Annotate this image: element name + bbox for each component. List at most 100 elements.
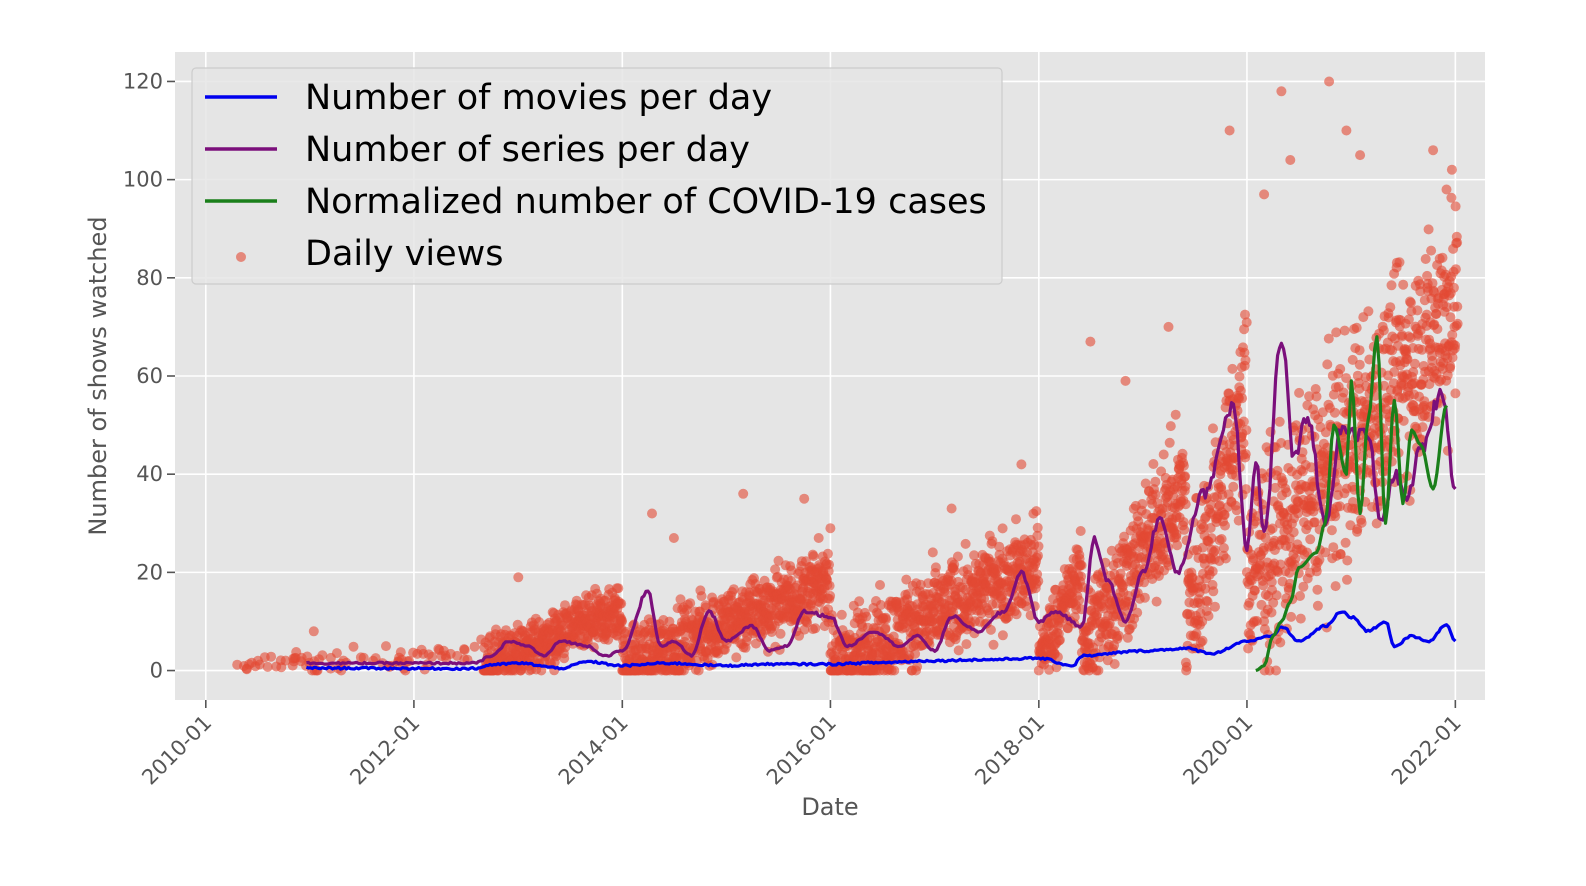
daily-views-point bbox=[1021, 601, 1032, 612]
daily-views-point bbox=[1302, 547, 1313, 558]
daily-views-point bbox=[1398, 279, 1409, 290]
daily-views-point bbox=[1427, 355, 1438, 366]
daily-views-point bbox=[1172, 540, 1183, 551]
daily-views-point bbox=[1342, 555, 1353, 566]
daily-views-point bbox=[1164, 437, 1175, 448]
daily-views-point bbox=[889, 665, 900, 676]
daily-views-point bbox=[668, 533, 679, 543]
daily-views-point bbox=[997, 523, 1008, 534]
daily-views-point bbox=[1288, 527, 1299, 538]
daily-views-point bbox=[1311, 566, 1322, 577]
daily-views-point bbox=[1323, 333, 1334, 344]
daily-views-point bbox=[1178, 460, 1189, 471]
daily-views-point bbox=[1177, 448, 1188, 459]
daily-views-point bbox=[262, 661, 273, 672]
daily-views-point bbox=[1334, 501, 1345, 512]
daily-views-point bbox=[1148, 459, 1159, 469]
daily-views-point bbox=[1191, 628, 1202, 639]
daily-views-point bbox=[1165, 421, 1176, 432]
daily-views-point bbox=[836, 609, 847, 620]
daily-views-point bbox=[1331, 327, 1342, 338]
daily-views-point bbox=[1426, 245, 1437, 256]
daily-views-point bbox=[331, 648, 342, 659]
daily-views-point bbox=[1293, 508, 1303, 519]
y-tick-label: 20 bbox=[136, 560, 163, 584]
daily-views-point bbox=[1312, 600, 1323, 611]
daily-views-point bbox=[952, 551, 963, 562]
y-tick-label: 80 bbox=[136, 266, 163, 290]
daily-views-point bbox=[961, 639, 972, 650]
daily-views-point bbox=[1383, 312, 1394, 323]
daily-views-point bbox=[1371, 518, 1382, 529]
daily-views-point bbox=[647, 508, 657, 519]
daily-views-point bbox=[773, 555, 784, 566]
daily-views-point bbox=[1322, 359, 1333, 370]
daily-views-point bbox=[1450, 388, 1461, 399]
daily-views-point bbox=[1202, 596, 1213, 607]
series-lines bbox=[305, 335, 1457, 673]
daily-views-point bbox=[1249, 585, 1260, 596]
daily-views-point bbox=[1286, 611, 1297, 622]
daily-views-point bbox=[1117, 617, 1128, 628]
daily-views-point bbox=[1241, 484, 1252, 495]
legend-label: Number of series per day bbox=[305, 130, 750, 170]
daily-views-point bbox=[822, 548, 833, 559]
daily-views-point bbox=[1445, 361, 1456, 372]
daily-views-point bbox=[1312, 584, 1323, 595]
daily-views-point bbox=[1260, 532, 1271, 543]
daily-views-point bbox=[1281, 487, 1292, 498]
daily-views-point bbox=[1031, 506, 1042, 517]
normalized-number-of-covid-19-cases-line bbox=[1255, 335, 1448, 673]
daily-views-point bbox=[1394, 257, 1405, 268]
daily-views-point bbox=[1139, 592, 1150, 603]
daily-views-point bbox=[738, 488, 749, 499]
daily-views-point bbox=[880, 623, 891, 634]
daily-views-point bbox=[1290, 553, 1301, 564]
daily-views-point bbox=[1151, 596, 1162, 607]
daily-views-point bbox=[1210, 601, 1220, 612]
daily-views-point bbox=[675, 594, 686, 605]
y-axis-title: Number of shows watched bbox=[84, 216, 112, 535]
daily-views-point bbox=[1398, 415, 1409, 426]
daily-views-point bbox=[1441, 302, 1452, 313]
daily-views-point bbox=[775, 628, 786, 639]
daily-views-point bbox=[559, 653, 570, 664]
daily-views-point bbox=[1271, 590, 1282, 601]
daily-views-point bbox=[1069, 612, 1080, 622]
legend-label: Normalized number of COVID-19 cases bbox=[305, 182, 987, 222]
daily-views-point bbox=[1170, 409, 1181, 420]
daily-views-point bbox=[1251, 616, 1262, 626]
daily-views-point bbox=[1320, 547, 1331, 558]
daily-views-point bbox=[395, 647, 406, 658]
daily-views-point bbox=[1330, 581, 1341, 592]
daily-views-point bbox=[469, 641, 480, 652]
daily-views-point bbox=[1238, 416, 1249, 427]
daily-views-point bbox=[1180, 499, 1191, 510]
daily-views-point bbox=[1033, 576, 1044, 587]
daily-views-point bbox=[1074, 595, 1084, 606]
daily-views-point bbox=[1241, 425, 1252, 436]
daily-views-point bbox=[1446, 192, 1457, 203]
daily-views-point bbox=[1351, 322, 1362, 333]
legend-label: Daily views bbox=[305, 234, 504, 274]
daily-views-point bbox=[1326, 525, 1337, 536]
daily-views-point bbox=[1109, 659, 1120, 669]
daily-views-point bbox=[1386, 280, 1397, 291]
daily-views-point bbox=[875, 580, 885, 590]
daily-views-point bbox=[1240, 355, 1251, 366]
daily-views-point bbox=[987, 536, 998, 547]
daily-views-point bbox=[1447, 329, 1458, 340]
daily-views-point bbox=[1446, 164, 1457, 175]
daily-views-point bbox=[1227, 363, 1238, 374]
daily-views-point bbox=[1106, 545, 1117, 556]
daily-views-point bbox=[1240, 309, 1250, 320]
daily-views-point bbox=[1178, 517, 1189, 528]
daily-views-point bbox=[1218, 543, 1229, 553]
daily-views-point bbox=[1237, 393, 1248, 404]
daily-views-point bbox=[1259, 616, 1270, 627]
daily-views-point bbox=[1378, 325, 1389, 336]
daily-views-point bbox=[1231, 505, 1242, 516]
daily-views-point bbox=[1032, 530, 1043, 541]
daily-views-point bbox=[1274, 416, 1285, 427]
